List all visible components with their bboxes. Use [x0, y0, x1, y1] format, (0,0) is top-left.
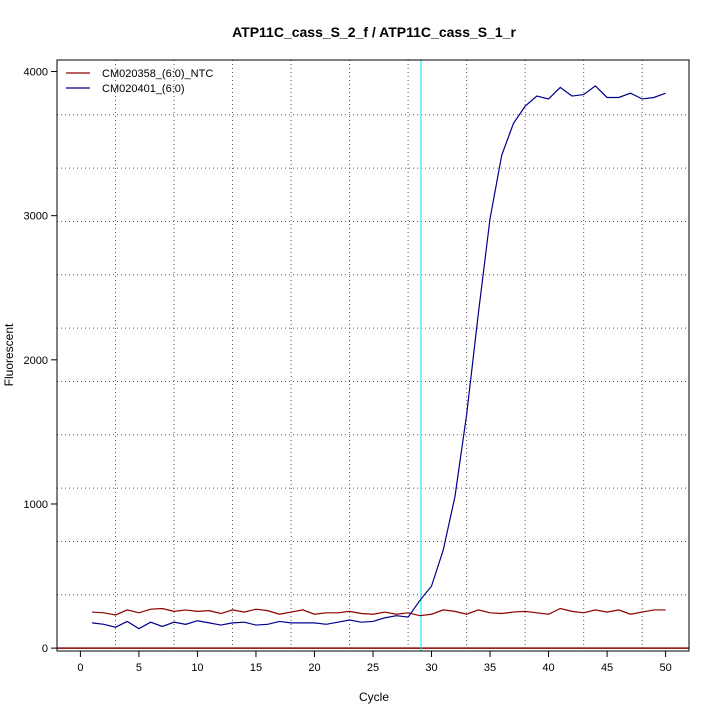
- x-tick-label: 20: [308, 662, 320, 674]
- y-axis-label: Fluorescent: [2, 323, 16, 386]
- x-tick-label: 45: [601, 662, 613, 674]
- x-axis: 0 5 10 15 20 25 30 35 40 45 50: [77, 651, 672, 674]
- x-tick-label: 15: [250, 662, 262, 674]
- y-tick-label: 0: [42, 643, 48, 655]
- y-tick-label: 4000: [24, 67, 48, 79]
- y-tick-label: 1000: [24, 499, 48, 511]
- y-tick-label: 3000: [24, 211, 48, 223]
- x-tick-label: 50: [659, 662, 671, 674]
- x-axis-label: Cycle: [359, 690, 389, 704]
- series-line-1: [92, 607, 666, 617]
- x-tick-label: 35: [484, 662, 496, 674]
- x-tick-label: 25: [367, 662, 379, 674]
- y-tick-label: 2000: [24, 355, 48, 367]
- series-line-2: [92, 85, 666, 630]
- series-lines: [92, 85, 666, 630]
- x-tick-label: 0: [77, 662, 83, 674]
- grid: [57, 60, 689, 651]
- legend: CM020358_(6:0)_NTC CM020401_(6:0): [66, 68, 213, 95]
- x-tick-label: 30: [425, 662, 437, 674]
- legend-label-2: CM020401_(6:0): [102, 83, 185, 95]
- legend-label-1: CM020358_(6:0)_NTC: [102, 68, 213, 80]
- chart-title: ATP11C_cass_S_2_f / ATP11C_cass_S_1_r: [232, 24, 516, 40]
- x-tick-label: 10: [191, 662, 203, 674]
- x-tick-label: 40: [542, 662, 554, 674]
- plot-frame: [56, 59, 690, 652]
- y-axis: 0 1000 2000 3000 4000: [24, 67, 57, 655]
- x-tick-label: 5: [136, 662, 142, 674]
